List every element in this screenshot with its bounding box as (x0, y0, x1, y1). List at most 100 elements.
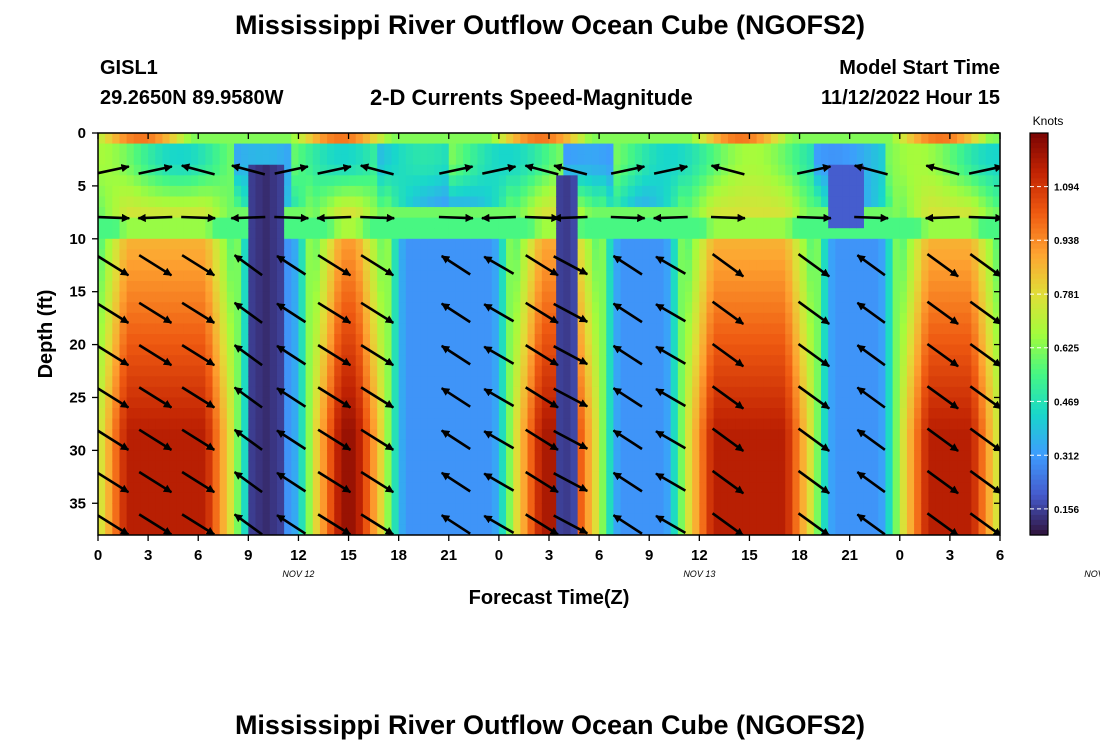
heatmap-cell (348, 429, 357, 441)
heatmap-cell (792, 524, 801, 535)
heatmap-cell (906, 259, 915, 272)
heatmap-cell (849, 249, 858, 261)
heatmap-cell (255, 418, 264, 430)
heatmap-cell (484, 133, 493, 145)
heatmap-cell (885, 207, 894, 219)
heatmap-cell (198, 365, 206, 377)
heatmap-cell (627, 397, 636, 409)
heatmap-cell (119, 281, 128, 293)
heatmap-cell (692, 365, 700, 377)
heatmap-cell (348, 386, 357, 399)
heatmap-cell (527, 376, 536, 388)
heatmap-cell (126, 143, 135, 155)
heatmap-cell (169, 323, 178, 335)
heatmap-cell (455, 397, 464, 409)
heatmap-cell (749, 365, 758, 377)
heatmap-cell (491, 175, 500, 187)
heatmap-cell (620, 376, 629, 388)
heatmap-cell (126, 302, 135, 314)
heatmap-cell (219, 312, 228, 325)
heatmap-cell (835, 344, 844, 356)
heatmap-cell (677, 175, 686, 187)
current-vector (360, 428, 395, 452)
heatmap-cell (448, 450, 457, 462)
heatmap-cell (312, 133, 321, 145)
heatmap-cell (756, 249, 765, 261)
heatmap-cell (291, 249, 300, 261)
heatmap-cell (634, 175, 643, 187)
heatmap-cell (921, 133, 930, 145)
heatmap-cell (806, 439, 815, 451)
heatmap-cell (234, 492, 242, 504)
current-vector (440, 429, 471, 451)
heatmap-cell (899, 524, 908, 535)
heatmap-cell (599, 175, 607, 187)
heatmap-cell (126, 513, 135, 526)
heatmap-cell (649, 429, 657, 441)
heatmap-cell (534, 376, 543, 388)
heatmap-cell (176, 492, 185, 504)
heatmap-cell (563, 482, 572, 494)
heatmap-cell (248, 270, 257, 282)
heatmap-cell (448, 524, 457, 535)
heatmap-cell (556, 281, 564, 293)
heatmap-cell (348, 207, 357, 219)
heatmap-cell (155, 217, 164, 229)
current-vector (525, 343, 559, 367)
heatmap-cell (219, 249, 228, 261)
heatmap-cell (427, 175, 436, 187)
heatmap-cell (799, 439, 808, 451)
heatmap-cell (219, 228, 228, 240)
heatmap-cell (370, 460, 378, 473)
heatmap-cell (534, 513, 543, 526)
heatmap-cell (305, 323, 314, 335)
heatmap-cell (534, 217, 543, 229)
heatmap-cell (105, 492, 113, 504)
heatmap-cell (212, 482, 221, 494)
heatmap-cell (463, 291, 471, 303)
current-vector (483, 387, 515, 408)
heatmap-cell (942, 312, 951, 325)
heatmap-cell (534, 503, 543, 515)
heatmap-cell (906, 418, 915, 430)
heatmap-cell (699, 281, 708, 293)
heatmap-cell (620, 471, 629, 483)
heatmap-cell (670, 376, 679, 388)
heatmap-cell (763, 175, 772, 187)
heatmap-cell (699, 228, 708, 240)
heatmap-cell (140, 185, 149, 198)
heatmap-cell (992, 238, 1000, 250)
heatmap-cell (591, 429, 600, 441)
heatmap-cell (520, 312, 529, 325)
heatmap-cell (785, 482, 793, 494)
heatmap-cell (498, 323, 507, 335)
current-vector (711, 300, 745, 326)
heatmap-cell (126, 217, 135, 229)
heatmap-cell (749, 429, 758, 441)
heatmap-cell (341, 429, 350, 441)
heatmap-cell (276, 408, 285, 420)
heatmap-cell (928, 334, 937, 346)
heatmap-cell (584, 418, 593, 430)
heatmap-cell (577, 471, 586, 483)
heatmap-cell (327, 302, 335, 314)
heatmap-cell (455, 408, 464, 420)
heatmap-cell (935, 259, 944, 272)
heatmap-cell (140, 439, 149, 451)
heatmap-cell (620, 344, 629, 356)
heatmap-cell (155, 312, 164, 325)
heatmap-cell (183, 281, 192, 293)
heatmap-cell (799, 323, 808, 335)
heatmap-cell (720, 302, 729, 314)
heatmap-cell (162, 291, 171, 303)
heatmap-cell (670, 207, 679, 219)
heatmap-cell (992, 185, 1000, 198)
heatmap-cell (971, 355, 980, 367)
current-vector (856, 254, 886, 277)
heatmap-cell (284, 302, 292, 314)
heatmap-cell (312, 460, 321, 473)
heatmap-cell (563, 302, 572, 314)
heatmap-cell (928, 503, 937, 515)
heatmap-cell (906, 143, 915, 155)
heatmap-cell (377, 355, 385, 367)
